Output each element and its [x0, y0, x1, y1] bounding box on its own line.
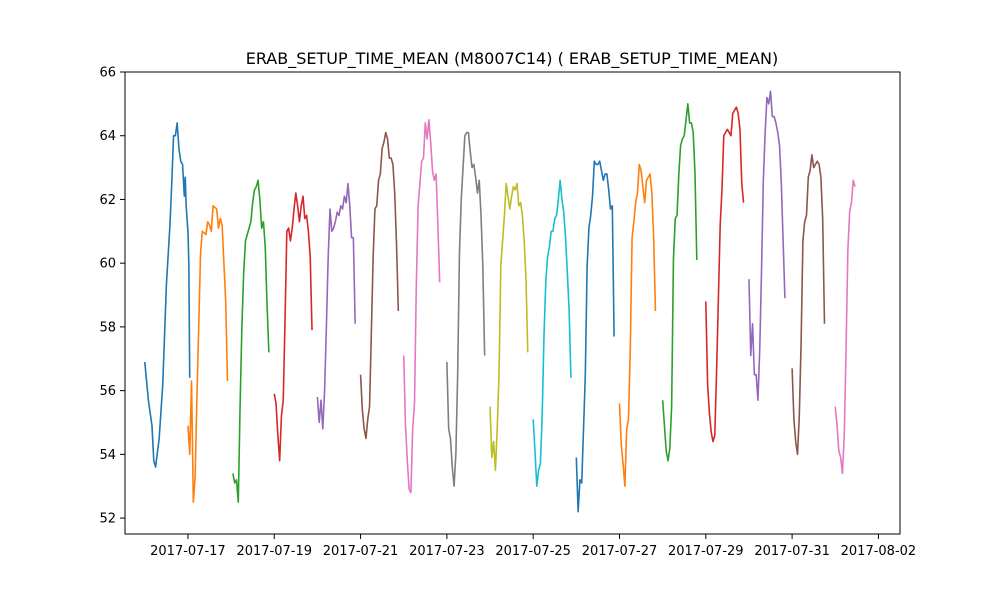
plot-frame	[124, 71, 901, 535]
series-line-2017-07-17	[187, 205, 229, 503]
series-line-2017-07-26	[575, 160, 615, 513]
x-tick-label: 2017-07-23	[409, 544, 485, 559]
series-line-2017-07-23	[446, 131, 486, 488]
y-tick-label: 62	[99, 193, 116, 208]
y-tick-label: 64	[99, 129, 116, 144]
y-tick-label: 58	[99, 320, 116, 335]
x-tick-label: 2017-07-19	[236, 544, 312, 559]
y-tick-label: 56	[99, 384, 116, 399]
y-tick-label: 54	[99, 448, 116, 463]
series-line-2017-08-01	[834, 179, 856, 475]
series-line-2017-07-31	[791, 154, 826, 456]
series-layer	[143, 90, 856, 513]
series-line-2017-07-22	[402, 118, 441, 494]
x-tick-label: 2017-07-25	[495, 544, 571, 559]
series-line-2017-07-18	[232, 179, 270, 503]
series-line-2017-07-21	[359, 131, 400, 440]
series-line-2017-07-24	[489, 182, 529, 472]
series-line-2017-07-27	[618, 163, 657, 488]
series-line-2017-07-30	[748, 90, 786, 401]
series-line-2017-07-19	[273, 192, 313, 462]
x-tick-label: 2017-07-29	[668, 544, 744, 559]
series-line-2017-07-29	[705, 106, 745, 443]
x-tick-label: 2017-07-27	[582, 544, 658, 559]
series-line-2017-07-25	[532, 179, 572, 488]
x-tick-label: 2017-07-17	[150, 544, 226, 559]
x-tick-label: 2017-08-02	[841, 544, 917, 559]
y-tick-label: 60	[99, 257, 116, 272]
series-line-2017-07-20	[316, 182, 356, 430]
chart-title: ERAB_SETUP_TIME_MEAN (M8007C14) ( ERAB_S…	[246, 49, 779, 69]
series-line-2017-07-16	[143, 122, 191, 468]
axes-layer: 52 54 56 58 60 62 64 66 2017-07-17 2017-07-19 2017…	[99, 66, 916, 560]
y-tick-label: 66	[99, 66, 116, 81]
series-line-2017-07-28	[661, 103, 698, 462]
y-tick-label: 52	[99, 512, 116, 527]
x-tick-label: 2017-07-31	[754, 544, 830, 559]
x-tick-label: 2017-07-21	[323, 544, 399, 559]
